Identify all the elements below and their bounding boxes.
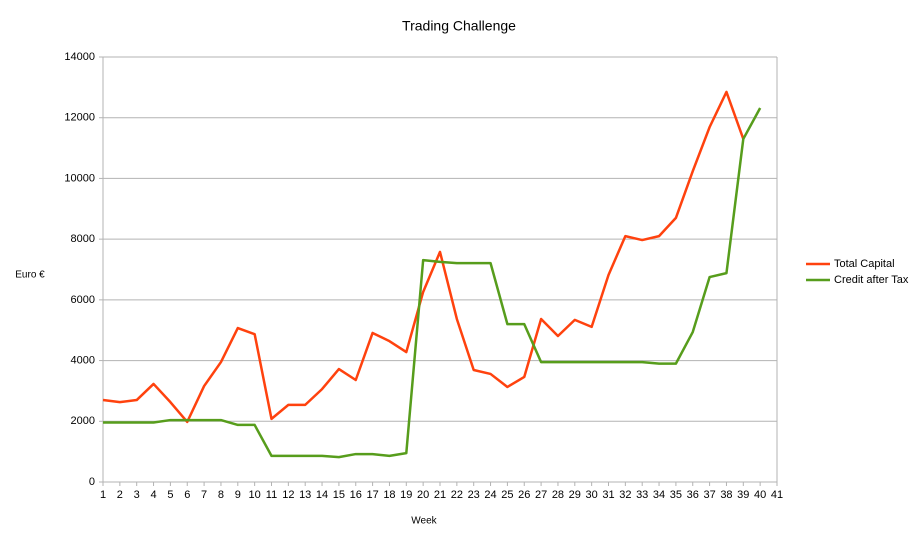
x-tick-label: 12 [282, 489, 294, 501]
x-tick-label: 9 [235, 489, 241, 501]
x-tick-label: 6 [184, 489, 190, 501]
legend-label: Total Capital [834, 258, 895, 270]
y-tick-label: 0 [89, 476, 95, 488]
x-tick-label: 16 [350, 489, 362, 501]
x-tick-label: 31 [602, 489, 614, 501]
y-tick-label: 6000 [71, 294, 95, 306]
x-tick-label: 2 [117, 489, 123, 501]
x-tick-label: 35 [670, 489, 682, 501]
x-tick-label: 32 [619, 489, 631, 501]
x-tick-label: 36 [687, 489, 699, 501]
x-tick-label: 25 [501, 489, 513, 501]
x-tick-label: 29 [569, 489, 581, 501]
x-tick-label: 7 [201, 489, 207, 501]
y-tick-label: 8000 [71, 233, 95, 245]
x-tick-label: 21 [434, 489, 446, 501]
x-tick-label: 30 [586, 489, 598, 501]
x-tick-label: 37 [703, 489, 715, 501]
x-tick-label: 13 [299, 489, 311, 501]
x-tick-label: 20 [417, 489, 429, 501]
line-series [102, 90, 745, 424]
legend-label: Credit after Tax [834, 274, 909, 286]
x-tick-label: 23 [468, 489, 480, 501]
x-tick-label: 19 [400, 489, 412, 501]
x-tick-label: 22 [451, 489, 463, 501]
x-tick-label: 8 [218, 489, 224, 501]
x-tick-label: 28 [552, 489, 564, 501]
x-tick-label: 14 [316, 489, 328, 501]
x-tick-label: 5 [167, 489, 173, 501]
y-tick-label: 4000 [71, 354, 95, 366]
x-tick-label: 3 [134, 489, 140, 501]
y-tick-label: 14000 [64, 51, 95, 63]
y-tick-label: 10000 [64, 172, 95, 184]
x-tick-label: 27 [535, 489, 547, 501]
line-series [103, 107, 762, 459]
x-tick-label: 17 [366, 489, 378, 501]
x-tick-label: 34 [653, 489, 665, 501]
x-tick-label: 33 [636, 489, 648, 501]
x-tick-label: 24 [484, 489, 496, 501]
y-axis-label: Euro € [15, 270, 45, 281]
chart-title: Trading Challenge [402, 18, 516, 34]
y-tick-label: 12000 [64, 112, 95, 124]
x-tick-label: 10 [249, 489, 261, 501]
x-tick-label: 41 [771, 489, 783, 501]
y-tick-label: 2000 [71, 415, 95, 427]
x-axis-label: Week [411, 516, 437, 527]
x-tick-label: 11 [266, 489, 277, 501]
x-tick-label: 39 [737, 489, 749, 501]
x-tick-label: 40 [754, 489, 766, 501]
x-tick-label: 15 [333, 489, 345, 501]
x-tick-label: 18 [383, 489, 395, 501]
x-tick-label: 1 [100, 489, 106, 501]
x-tick-label: 38 [720, 489, 732, 501]
x-tick-label: 26 [518, 489, 530, 501]
x-tick-label: 4 [150, 489, 156, 501]
